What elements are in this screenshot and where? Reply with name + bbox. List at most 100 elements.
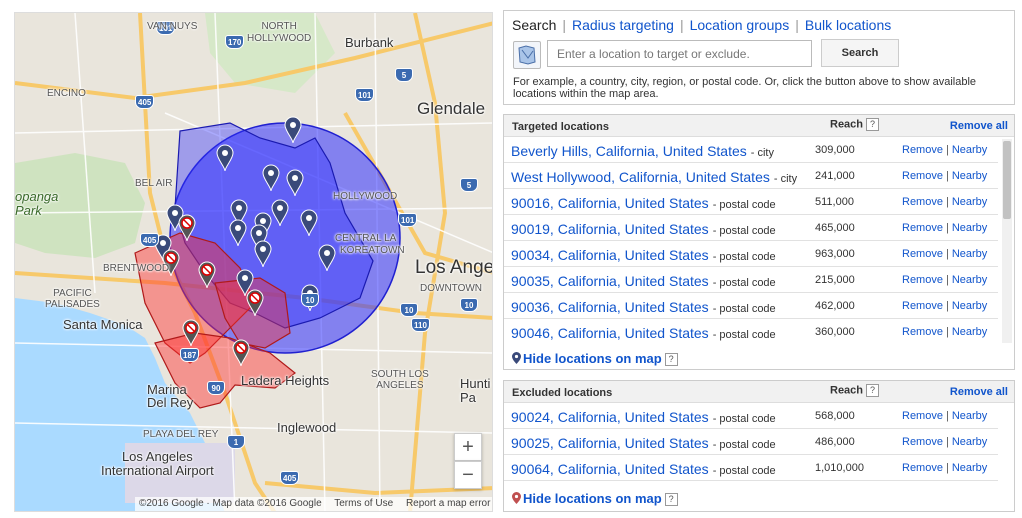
location-name-text[interactable]: 90035, California, United States <box>511 273 709 289</box>
location-name-text[interactable]: 90036, California, United States <box>511 299 709 315</box>
report-error-link[interactable]: Report a map error <box>405 498 491 509</box>
location-name-text[interactable]: 90046, California, United States <box>511 325 709 341</box>
scroll-thumb[interactable] <box>1003 141 1011 219</box>
location-name[interactable]: 90025, California, United States - postal… <box>511 435 776 451</box>
location-name[interactable]: 90016, California, United States - postal… <box>511 195 776 211</box>
nearby-link[interactable]: Nearby <box>951 300 988 312</box>
terms-link[interactable]: Terms of Use <box>334 498 394 509</box>
location-name-text[interactable]: 90025, California, United States <box>511 435 709 451</box>
location-name[interactable]: West Hollywood, California, United State… <box>511 169 797 185</box>
tab-search[interactable]: Search <box>512 17 557 33</box>
search-button[interactable]: Search <box>821 39 899 67</box>
location-type: - postal code <box>712 277 776 289</box>
help-icon[interactable]: ? <box>866 384 880 397</box>
remove-link[interactable]: Remove <box>902 196 943 208</box>
pin-marker <box>271 199 289 227</box>
map-label-playa-del-rey: PLAYA DEL REY <box>143 429 219 440</box>
nearby-link[interactable]: Nearby <box>951 436 988 448</box>
map-canvas[interactable] <box>15 13 493 512</box>
map-select-button[interactable] <box>513 41 541 69</box>
tab-separator: | <box>679 17 684 33</box>
location-search-input[interactable] <box>547 40 812 67</box>
nearby-link[interactable]: Nearby <box>951 326 988 338</box>
reach-label: Reach <box>830 118 864 131</box>
location-name-text[interactable]: 90016, California, United States <box>511 195 709 211</box>
help-icon[interactable]: ? <box>664 353 678 367</box>
nearby-link[interactable]: Nearby <box>951 196 988 208</box>
reach-column-header: Reach? <box>830 118 880 131</box>
remove-link[interactable]: Remove <box>902 144 943 156</box>
help-icon[interactable]: ? <box>866 118 880 131</box>
remove-link[interactable]: Remove <box>902 462 943 474</box>
location-name[interactable]: 90046, California, United States - postal… <box>511 325 776 341</box>
highway-shield-icon: 10 <box>301 293 319 307</box>
remove-link[interactable]: Remove <box>902 222 943 234</box>
location-name[interactable]: Beverly Hills, California, United States… <box>511 143 774 159</box>
location-name[interactable]: 90064, California, United States - postal… <box>511 461 776 477</box>
reach-value: 568,000 <box>815 410 855 422</box>
zoom-in-button[interactable]: + <box>454 433 482 461</box>
targeted-hide-on-map-link[interactable]: Hide locations on map? <box>512 351 678 367</box>
excluded-pin-marker <box>178 214 196 242</box>
remove-link[interactable]: Remove <box>902 274 943 286</box>
action-separator: | <box>945 196 949 208</box>
nearby-link[interactable]: Nearby <box>951 248 988 260</box>
help-icon[interactable]: ? <box>664 493 678 507</box>
remove-link[interactable]: Remove <box>902 300 943 312</box>
row-actions: Remove | Nearby <box>902 410 987 422</box>
location-row: 90035, California, United States - postal… <box>504 267 998 293</box>
reach-value: 309,000 <box>815 144 855 156</box>
location-type: - postal code <box>712 329 776 341</box>
excluded-hide-on-map-link[interactable]: Hide locations on map? <box>512 491 678 507</box>
map-label-downtown: DOWNTOWN <box>420 283 483 294</box>
location-name[interactable]: 90034, California, United States - postal… <box>511 247 776 263</box>
pin-marker <box>318 244 336 272</box>
map-label-inglewood: Inglewood <box>277 420 337 435</box>
remove-link[interactable]: Remove <box>902 170 943 182</box>
location-name-text[interactable]: West Hollywood, California, United State… <box>511 169 770 185</box>
park-area <box>15 153 145 258</box>
tab-radius-targeting[interactable]: Radius targeting <box>572 17 674 33</box>
reach-value: 465,000 <box>815 222 855 234</box>
targeted-scrollbar[interactable] <box>1002 139 1012 343</box>
location-name-text[interactable]: Beverly Hills, California, United States <box>511 143 747 159</box>
location-map[interactable]: 101 170 5 405 101 5 405 101 10 10 110 10 187 90 1 405 V… <box>14 12 493 512</box>
highway-shield-icon: 110 <box>411 318 430 332</box>
pin-marker <box>216 144 234 172</box>
map-label-topanga-park: opanga Park <box>15 189 59 218</box>
tab-bulk-locations[interactable]: Bulk locations <box>804 17 892 33</box>
excluded-area-90024[interactable] <box>134 232 256 364</box>
location-row: West Hollywood, California, United State… <box>504 163 998 189</box>
remove-link[interactable]: Remove <box>902 326 943 338</box>
targeted-remove-all-link[interactable]: Remove all <box>949 120 1008 132</box>
location-name-text[interactable]: 90034, California, United States <box>511 247 709 263</box>
nearby-link[interactable]: Nearby <box>951 462 988 474</box>
location-name-text[interactable]: 90024, California, United States <box>511 409 709 425</box>
location-name-text[interactable]: 90019, California, United States <box>511 221 709 237</box>
remove-link[interactable]: Remove <box>902 248 943 260</box>
nearby-link[interactable]: Nearby <box>951 274 988 286</box>
nearby-link[interactable]: Nearby <box>951 170 988 182</box>
location-name[interactable]: 90024, California, United States - postal… <box>511 409 776 425</box>
remove-link[interactable]: Remove <box>902 410 943 422</box>
excluded-remove-all-link[interactable]: Remove all <box>949 386 1008 398</box>
zoom-out-button[interactable]: − <box>454 461 482 489</box>
location-name[interactable]: 90036, California, United States - postal… <box>511 299 776 315</box>
highway-shield-icon: 10 <box>460 298 478 312</box>
location-name[interactable]: 90035, California, United States - postal… <box>511 273 776 289</box>
nearby-link[interactable]: Nearby <box>951 222 988 234</box>
tab-location-groups[interactable]: Location groups <box>689 17 790 33</box>
remove-link[interactable]: Remove <box>902 436 943 448</box>
location-row: 90046, California, United States - postal… <box>504 319 998 341</box>
nearby-link[interactable]: Nearby <box>951 144 988 156</box>
pin-marker <box>166 204 184 232</box>
targeted-area[interactable] <box>174 122 374 329</box>
row-actions: Remove | Nearby <box>902 196 987 208</box>
location-name-text[interactable]: 90064, California, United States <box>511 461 709 477</box>
nearby-link[interactable]: Nearby <box>951 410 988 422</box>
location-name[interactable]: 90019, California, United States - postal… <box>511 221 776 237</box>
airport-area <box>125 443 235 503</box>
excluded-area-90064[interactable] <box>214 277 291 349</box>
reach-value: 486,000 <box>815 436 855 448</box>
excluded-pin-marker <box>182 319 200 347</box>
